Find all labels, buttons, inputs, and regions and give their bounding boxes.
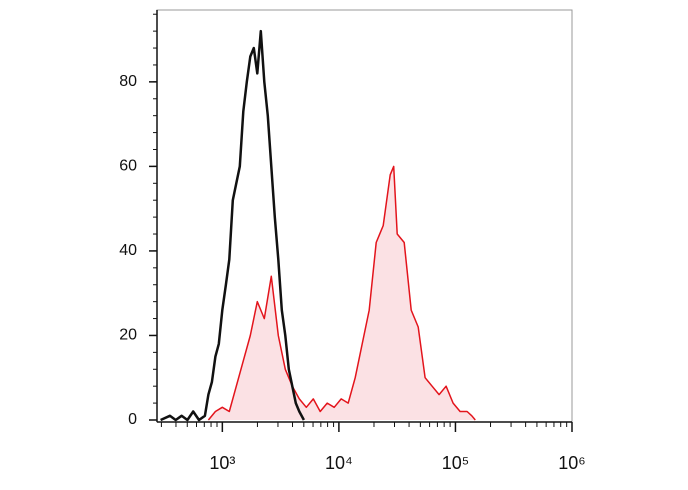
series-line (160, 29, 305, 422)
y-tick-label: 40 (119, 242, 137, 259)
y-tick-label: 80 (119, 73, 137, 90)
x-tick-label: 10³ (209, 453, 235, 473)
y-tick-label: 60 (119, 158, 137, 175)
series-line (207, 165, 476, 421)
y-tick-label: 0 (128, 411, 137, 428)
x-tick-label: 10⁵ (442, 453, 469, 473)
x-tick-label: 10⁴ (325, 453, 353, 473)
x-tick-label: 10⁶ (558, 453, 585, 473)
y-tick-label: 20 (119, 327, 137, 344)
